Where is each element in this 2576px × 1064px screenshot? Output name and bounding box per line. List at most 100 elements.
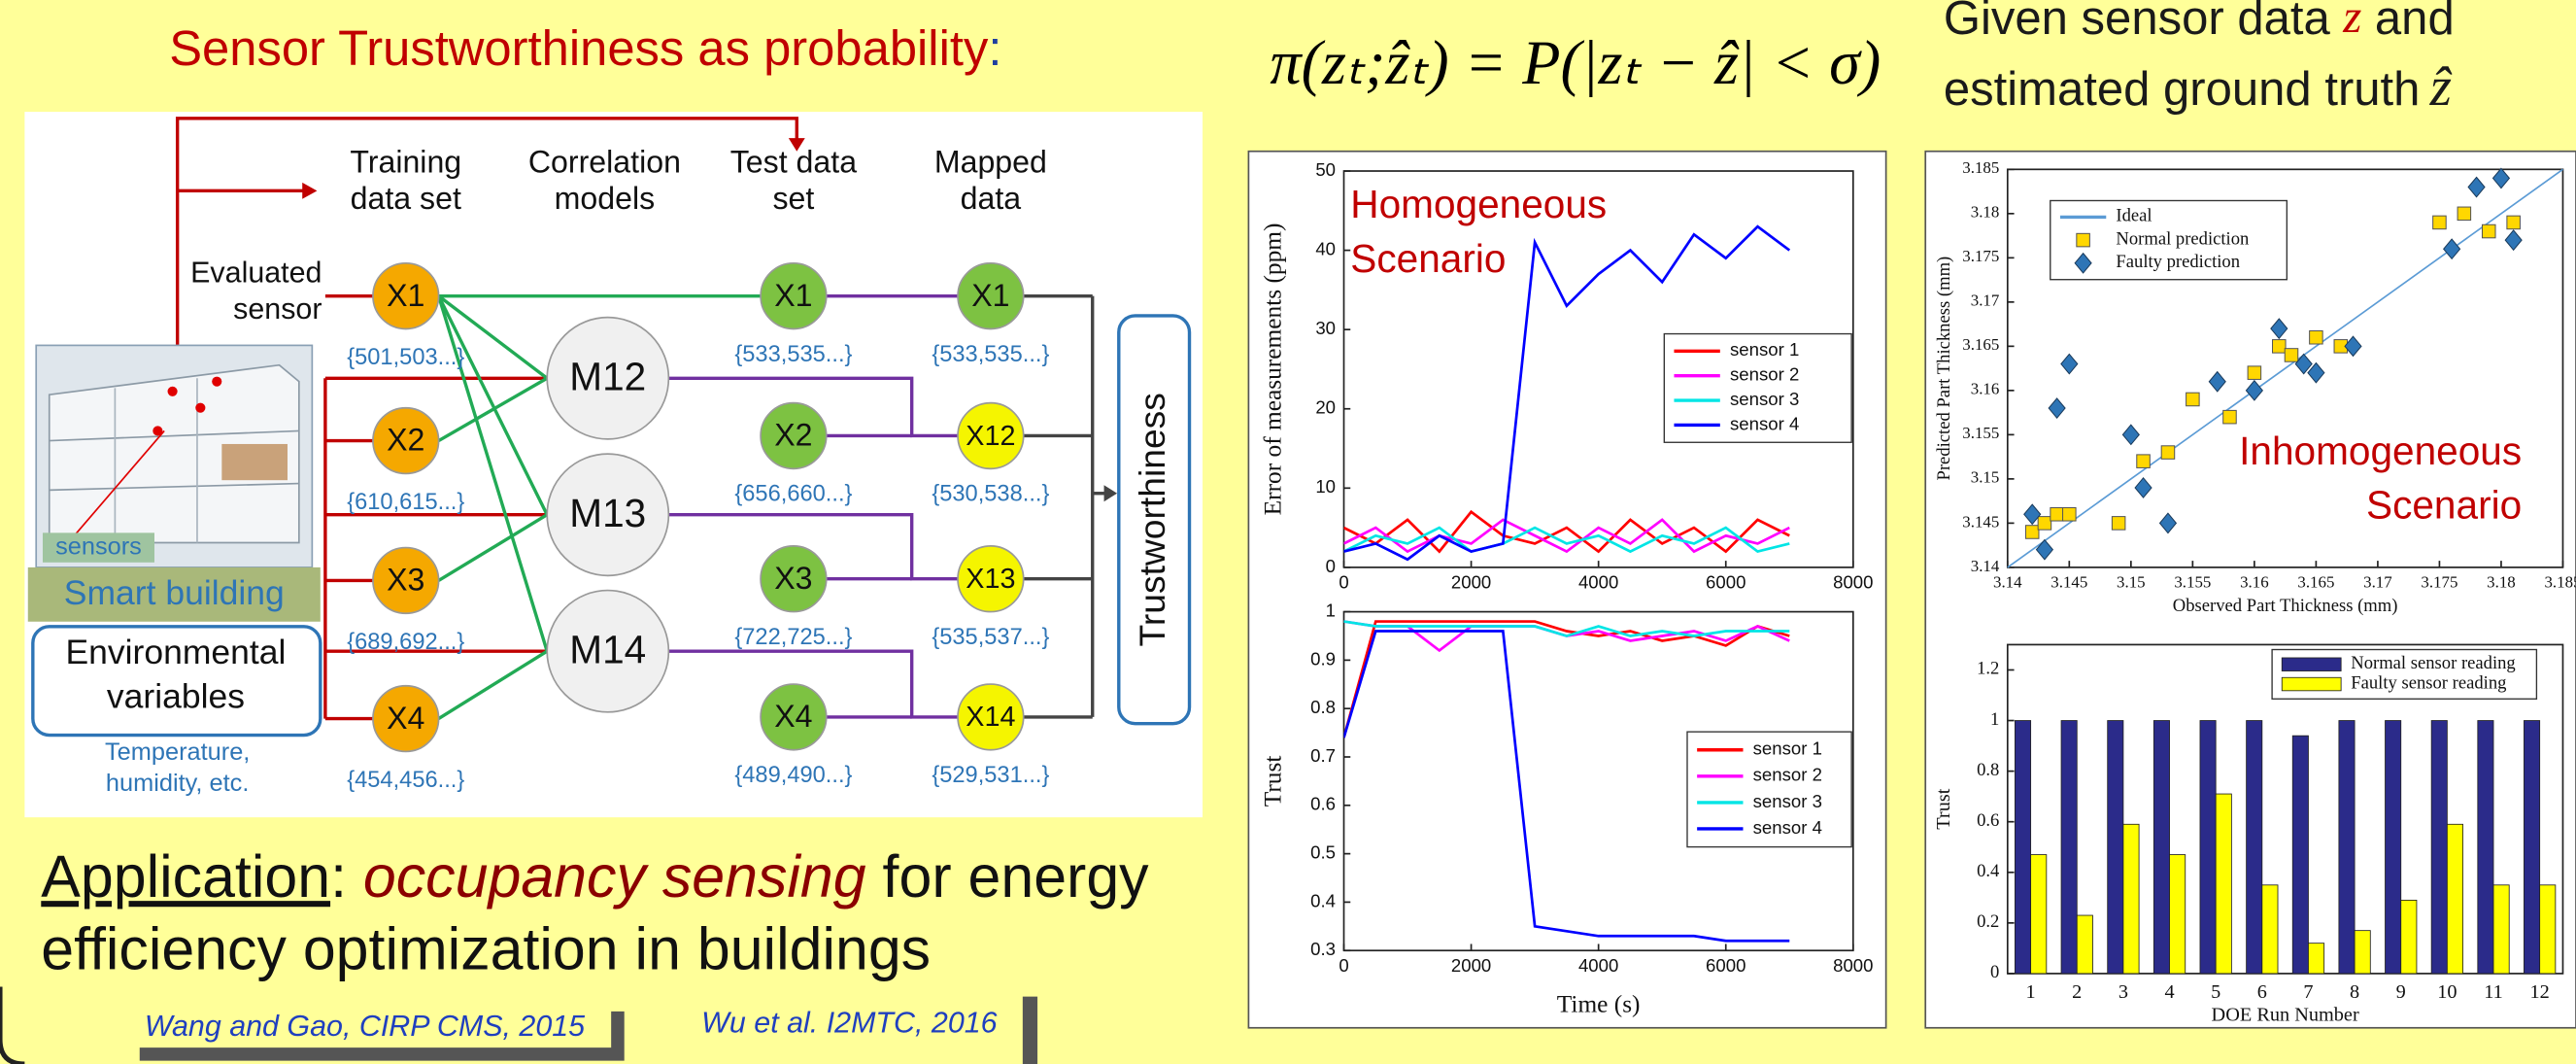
y-tick-label: 0.6 <box>1310 794 1336 814</box>
bar <box>2308 943 2325 975</box>
x-tick-label: 3.14 <box>1993 573 2022 592</box>
bar <box>2492 884 2510 975</box>
sensor-dot <box>167 386 178 396</box>
sensor-dot <box>195 402 206 413</box>
legend-label: sensor 3 <box>1730 389 1799 409</box>
column-header: data <box>961 181 1022 216</box>
point <box>2076 232 2090 248</box>
y-tick-label: 0.8 <box>1310 697 1336 717</box>
point <box>2504 229 2523 252</box>
bar <box>2169 854 2186 975</box>
x-tick-label: 3.15 <box>2117 573 2146 592</box>
node <box>760 401 828 470</box>
node-label: X12 <box>966 421 1015 452</box>
bar <box>2060 720 2078 975</box>
node-set: {656,660...} <box>734 482 852 507</box>
x-tick-label: 4000 <box>1578 955 1618 976</box>
bar <box>2385 720 2402 975</box>
point <box>2491 167 2511 189</box>
bar <box>2539 884 2557 975</box>
y-tick-label: 3.185 <box>1962 158 1999 177</box>
application-label: Application <box>41 843 330 910</box>
scenario-label: Scenario <box>2366 483 2522 528</box>
node-set: {610,615...} <box>347 490 464 515</box>
point <box>2208 370 2226 393</box>
training-link <box>437 649 549 721</box>
chart: 0 10 20 30 40 50 0 2000 4000 6000 8000 Error of mea… <box>1259 159 1873 593</box>
arrow-head <box>302 182 318 199</box>
x-tick-label: 3.165 <box>2297 573 2334 592</box>
column-header: data set <box>351 181 461 216</box>
bar <box>2261 884 2279 975</box>
building-shape <box>48 363 300 544</box>
node-label: M12 <box>569 355 646 399</box>
column-header: Mapped <box>934 145 1047 180</box>
x-tick-label: 8000 <box>1833 572 1873 593</box>
node-label: X13 <box>966 564 1015 595</box>
sensor-dot <box>212 376 222 387</box>
data-line <box>1343 620 1790 738</box>
node <box>957 683 1025 751</box>
arrow-head <box>1103 485 1118 502</box>
chart: 0.3 0.4 0.5 0.6 0.7 0.8 0.9 1 0 2000 4000 6000 8000 T… <box>1259 601 1873 1018</box>
node-set: {689,692...} <box>347 630 464 655</box>
x-axis-label: Observed Part Thickness (mm) <box>2173 596 2398 616</box>
x-tick-label: 3.17 <box>2363 573 2392 592</box>
y-tick-label: 3.18 <box>1971 203 2000 222</box>
node-set: {529,531...} <box>932 763 1049 788</box>
x-tick-label: 12 <box>2530 981 2550 1003</box>
y-tick-label: 1 <box>1326 601 1336 621</box>
legend-label: sensor 4 <box>1753 817 1822 838</box>
x-tick-label: 6 <box>2257 981 2267 1003</box>
bar <box>2400 899 2418 975</box>
node-set: {489,490...} <box>734 763 852 788</box>
point <box>2309 329 2323 345</box>
training-link <box>437 294 549 380</box>
point <box>2121 424 2140 446</box>
point <box>2050 507 2064 522</box>
bar <box>2430 720 2448 975</box>
node-label: M14 <box>569 628 646 672</box>
x-tick-label: 0 <box>1339 572 1348 593</box>
evaluated-label: sensor <box>233 292 322 326</box>
node-label: X1 <box>387 278 424 313</box>
node-set: {722,725...} <box>734 625 852 650</box>
output-label: Trustworthiness <box>1132 393 1172 646</box>
data-line <box>1343 518 1790 554</box>
building-floor <box>49 429 299 442</box>
application-line-1: Application: occupancy sensing for energy <box>41 843 1149 910</box>
bar <box>2446 823 2463 975</box>
legend-label: Faulty prediction <box>2116 252 2240 272</box>
node-label: X2 <box>387 423 424 458</box>
application-line-2: efficiency optimization in buildings <box>41 916 931 982</box>
x-tick-label: 0 <box>1339 955 1348 976</box>
point <box>2048 397 2066 420</box>
y-axis-label: Trust <box>1259 756 1286 807</box>
y-tick-label: 0.8 <box>1977 760 1999 780</box>
x-tick-label: 8000 <box>1833 955 1873 976</box>
point <box>2467 176 2486 198</box>
training-link <box>437 294 549 516</box>
y-tick-label: 0 <box>1326 556 1336 576</box>
data-line <box>1343 630 1790 943</box>
given-text: and <box>2375 0 2455 45</box>
node-set: {533,535...} <box>932 342 1049 367</box>
point <box>2062 507 2077 522</box>
point <box>2443 238 2461 260</box>
environment-label: Environmental <box>65 633 286 671</box>
legend-swatch <box>2281 676 2342 692</box>
point <box>2134 477 2152 498</box>
citation-bracket <box>139 1011 625 1061</box>
node <box>546 589 670 713</box>
node-set: {533,535...} <box>734 342 852 367</box>
arrow-head <box>788 138 805 152</box>
node-label: X4 <box>387 701 424 736</box>
scenario-label: Homogeneous <box>1350 182 1607 226</box>
node-set: {535,537...} <box>932 625 1049 650</box>
bar <box>2246 720 2263 975</box>
mapping-link <box>668 513 959 581</box>
y-tick-label: 50 <box>1315 159 1336 180</box>
node-label: X1 <box>971 278 1009 313</box>
reference-line <box>2007 168 2563 568</box>
